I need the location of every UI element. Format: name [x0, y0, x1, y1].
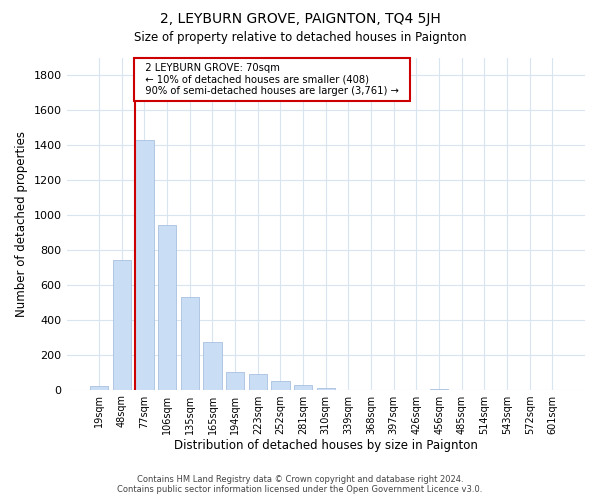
Bar — [203, 342, 221, 390]
Bar — [294, 385, 312, 390]
Text: 2, LEYBURN GROVE, PAIGNTON, TQ4 5JH: 2, LEYBURN GROVE, PAIGNTON, TQ4 5JH — [160, 12, 440, 26]
Bar — [317, 388, 335, 390]
Bar — [181, 297, 199, 390]
Bar — [430, 389, 448, 390]
Text: Size of property relative to detached houses in Paignton: Size of property relative to detached ho… — [134, 31, 466, 44]
Text: Contains HM Land Registry data © Crown copyright and database right 2024.
Contai: Contains HM Land Registry data © Crown c… — [118, 474, 482, 494]
Bar — [158, 226, 176, 390]
Bar — [113, 260, 131, 390]
Bar — [136, 140, 154, 390]
Text: 2 LEYBURN GROVE: 70sqm
  ← 10% of detached houses are smaller (408)
  90% of sem: 2 LEYBURN GROVE: 70sqm ← 10% of detached… — [139, 62, 405, 96]
Bar — [249, 374, 267, 390]
Y-axis label: Number of detached properties: Number of detached properties — [15, 130, 28, 316]
X-axis label: Distribution of detached houses by size in Paignton: Distribution of detached houses by size … — [174, 440, 478, 452]
Bar — [271, 381, 290, 390]
Bar — [90, 386, 108, 390]
Bar — [226, 372, 244, 390]
